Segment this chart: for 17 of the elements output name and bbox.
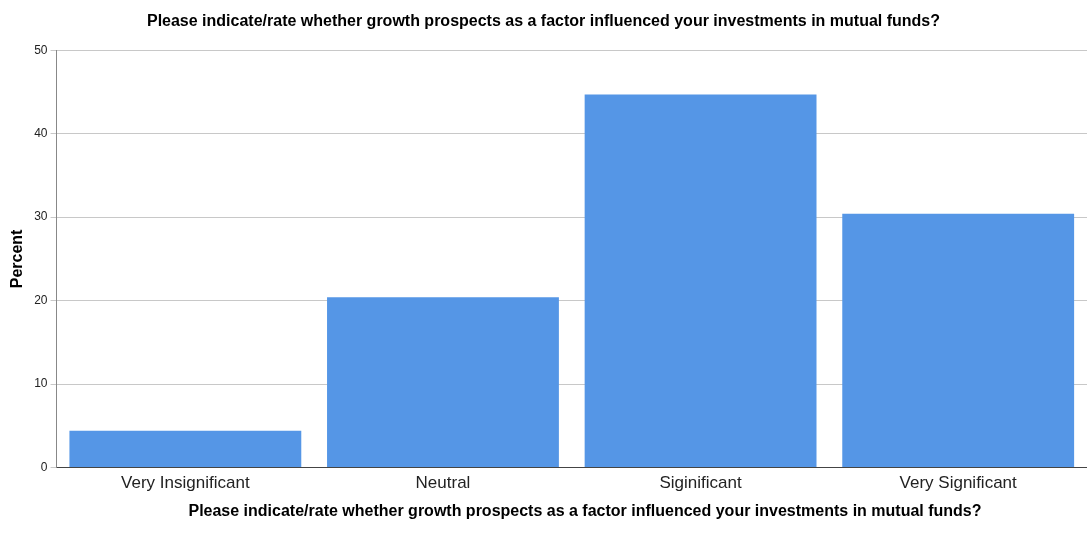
y-tick-label: 40	[34, 125, 48, 140]
x-tick-label: Siginificant	[659, 473, 742, 493]
x-axis-title: Please indicate/rate whether growth prospects as a factor influenced your investments in mutual funds?	[187, 502, 983, 519]
y-tick-label: 0	[40, 459, 48, 474]
y-tick-label: 20	[34, 292, 48, 307]
y-tick-label: 30	[34, 209, 48, 224]
bar	[842, 213, 1075, 468]
bar	[584, 94, 817, 468]
chart-title: Please indicate/rate whether growth prospects as a factor influenced your investments in mutual funds?	[145, 12, 942, 30]
x-tick-label: Very Insignificant	[121, 473, 250, 493]
x-tick-label: Neutral	[415, 473, 471, 493]
x-tick-label: Very Significant	[899, 473, 1018, 493]
y-tick-label: 10	[34, 376, 48, 391]
bar	[69, 430, 302, 468]
bar	[327, 297, 559, 468]
y-axis-title: Percent	[8, 228, 26, 289]
y-tick-label: 50	[34, 42, 48, 57]
